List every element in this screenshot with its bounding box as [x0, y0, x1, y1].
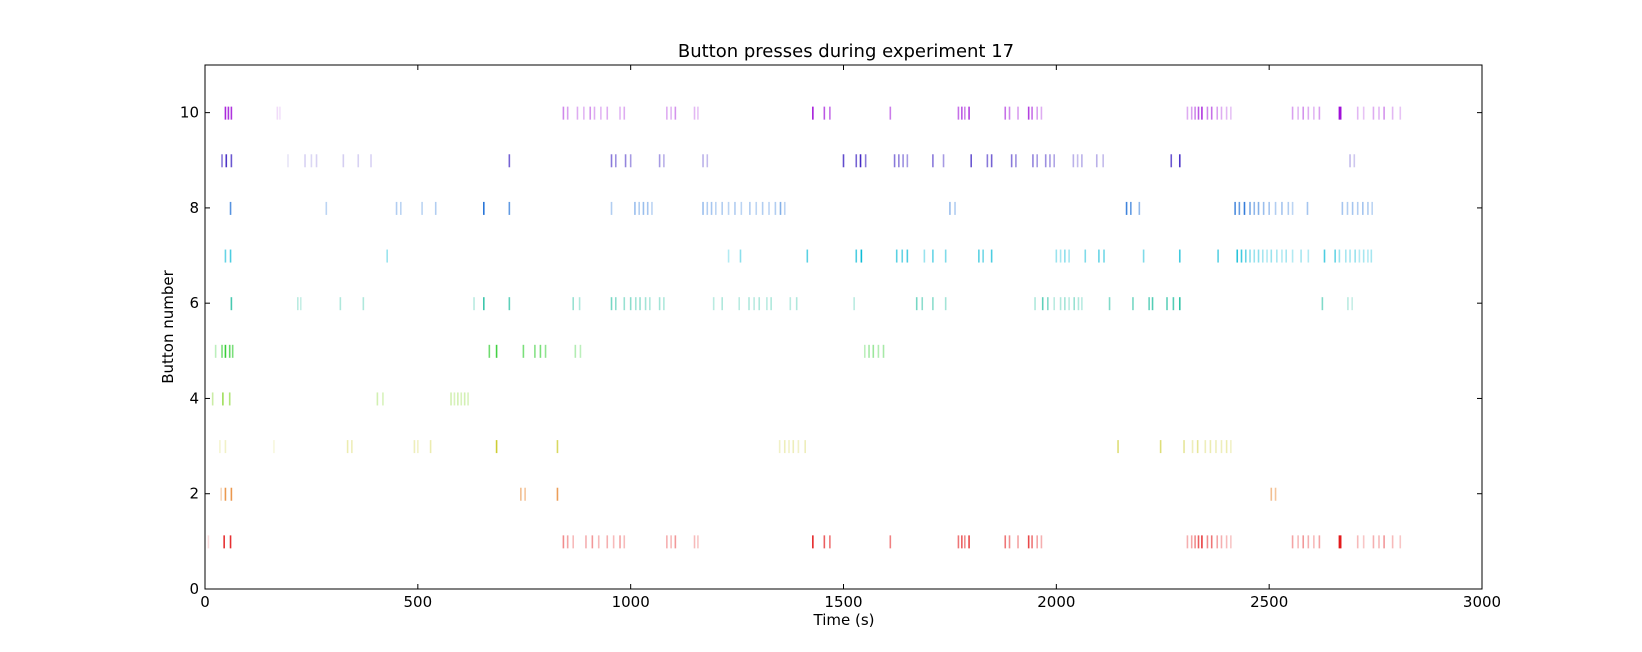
chart-title: Button presses during experiment 17 [678, 41, 1014, 62]
button-5-series [214, 344, 885, 358]
x-tick-label: 1500 [824, 593, 862, 611]
button-9-series [221, 154, 1356, 168]
x-tick-label: 2500 [1250, 593, 1288, 611]
y-tick-label: 10 [180, 104, 199, 122]
button-6-series [230, 297, 1353, 311]
y-tick-label: 6 [189, 294, 199, 312]
x-axis: 0 500 1000 1500 2000 2500 3000 [200, 65, 1501, 611]
button-2-series [220, 487, 1277, 501]
y-axis: 0 2 4 6 8 10 [180, 104, 1482, 598]
x-axis-title: Time (s) [813, 611, 875, 629]
button-4-series [211, 392, 469, 406]
event-marks [207, 106, 1402, 549]
y-tick-label: 0 [189, 580, 199, 598]
y-tick-label: 2 [189, 485, 199, 503]
x-tick-label: 3000 [1463, 593, 1501, 611]
button-10-series [224, 106, 1402, 120]
y-axis-title: Button number [159, 269, 177, 383]
x-tick-label: 2000 [1037, 593, 1075, 611]
x-tick-label: 0 [200, 593, 210, 611]
x-tick-label: 500 [404, 593, 433, 611]
plot-area-frame [204, 64, 1483, 590]
button-1-series [207, 535, 1402, 549]
y-tick-label: 4 [189, 389, 199, 407]
button-8-series [229, 201, 1373, 215]
button-3-series [219, 440, 1232, 454]
x-tick-label: 1000 [612, 593, 650, 611]
button-7-series [224, 249, 1373, 263]
y-tick-label: 8 [189, 199, 199, 217]
